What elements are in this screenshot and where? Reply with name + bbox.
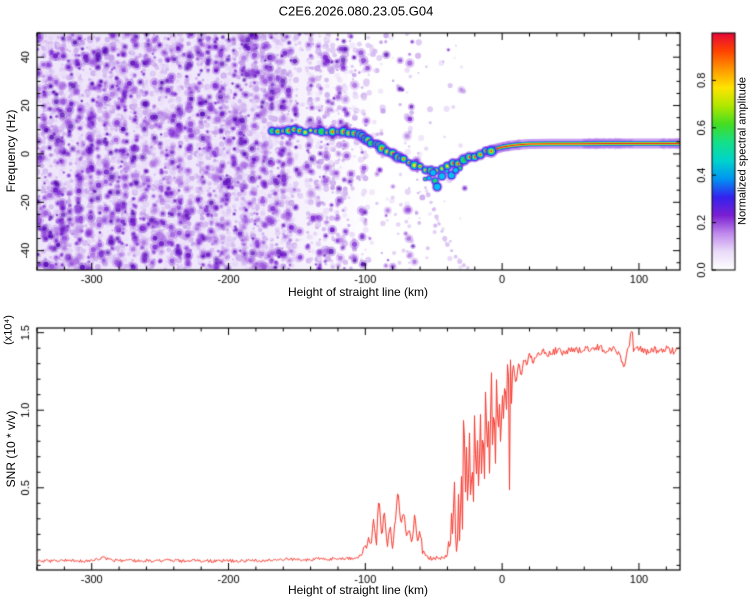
snr-x-axis-label: Height of straight line (km) bbox=[287, 583, 429, 597]
spectrogram-y-axis-label: Frequency (Hz) bbox=[4, 109, 18, 193]
figure-title: C2E6.2026.080.23.05.G04 bbox=[278, 3, 434, 19]
snr-y-scale-label: (x10⁴) bbox=[2, 315, 15, 345]
spectrogram-x-axis-label: Height of straight line (km) bbox=[287, 285, 429, 299]
colorbar-label: Normalized spectral amplitude bbox=[736, 77, 749, 225]
snr-y-axis-label: SNR (10 * v/v) bbox=[4, 410, 18, 488]
